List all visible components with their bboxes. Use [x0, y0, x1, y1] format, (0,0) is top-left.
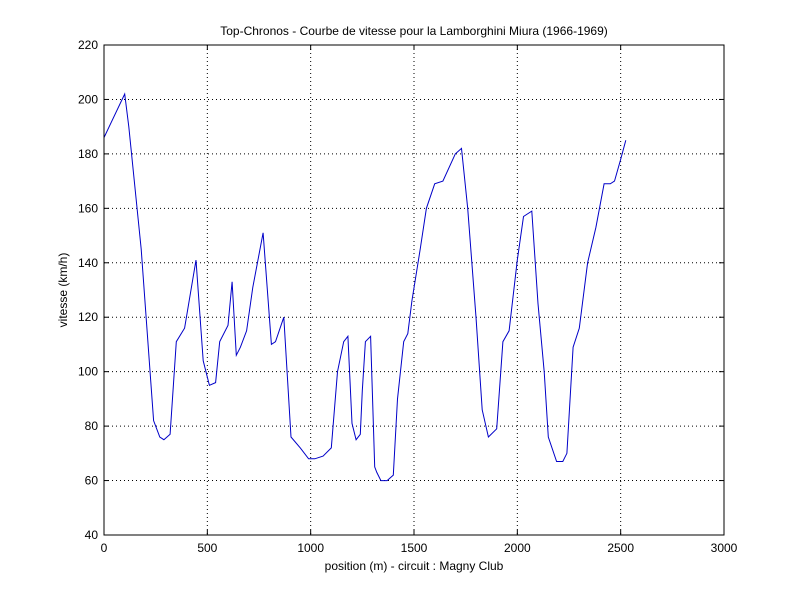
y-tick-label: 160 [78, 201, 98, 215]
y-tick-label: 120 [78, 310, 98, 324]
x-tick-label: 2000 [504, 541, 531, 555]
y-tick-label: 40 [85, 528, 99, 542]
y-tick-label: 80 [85, 419, 99, 433]
y-tick-label: 200 [78, 92, 98, 106]
y-tick-label: 220 [78, 38, 98, 52]
y-tick-label: 100 [78, 365, 98, 379]
x-tick-label: 500 [197, 541, 217, 555]
y-tick-label: 60 [85, 474, 99, 488]
speed-series-line [103, 92, 627, 482]
x-tick-label: 1500 [401, 541, 428, 555]
x-axis-title: position (m) - circuit : Magny Club [325, 559, 504, 573]
x-tick-label: 3000 [711, 541, 738, 555]
y-tick-label: 140 [78, 256, 98, 270]
y-tick-label: 180 [78, 147, 98, 161]
ticks: 0 500 1000 1500 2000 2500 3000 40 60 80 100 120 140 1… [78, 38, 738, 555]
x-tick-label: 0 [101, 541, 108, 555]
chart-title: Top-Chronos - Courbe de vitesse pour la … [220, 24, 608, 38]
x-tick-label: 1000 [297, 541, 324, 555]
y-axis-title: vitesse (km/h) [56, 253, 70, 328]
x-tick-label: 2500 [607, 541, 634, 555]
grid [104, 45, 724, 535]
